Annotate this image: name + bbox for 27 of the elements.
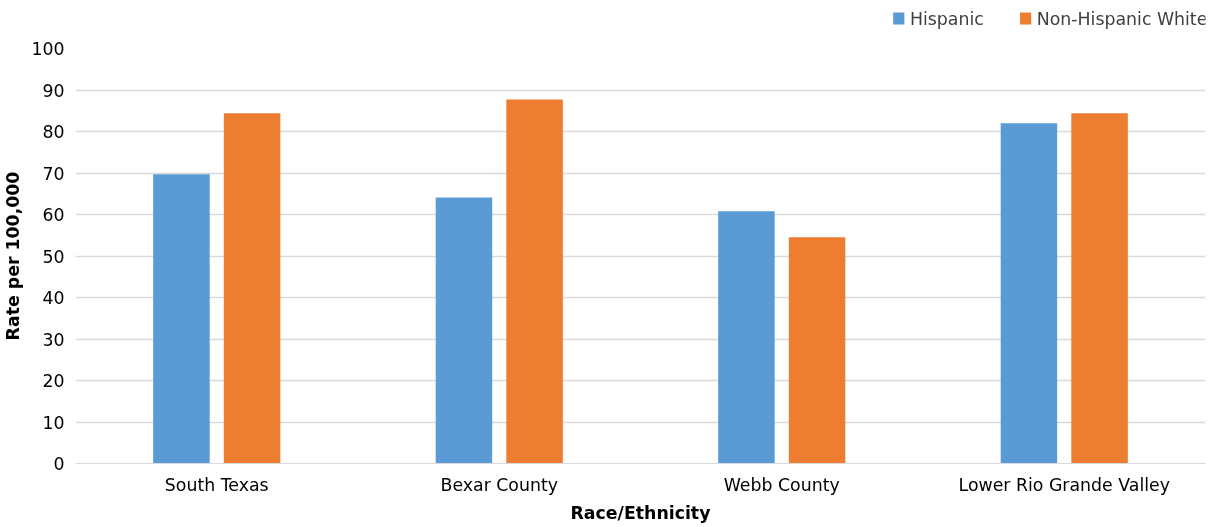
y-tick-label: 60: [42, 205, 65, 225]
legend-label: Hispanic: [909, 8, 984, 29]
bar: [506, 99, 563, 464]
bar: [153, 174, 210, 464]
y-axis-title: Rate per 100,000: [3, 171, 24, 341]
bar: [1071, 113, 1128, 464]
x-tick-label: Webb County: [723, 474, 840, 495]
y-tick-label: 30: [42, 329, 65, 350]
y-tick-label: 10: [42, 412, 65, 433]
bar: [223, 113, 281, 464]
bar: [788, 237, 846, 464]
bar: [718, 211, 775, 464]
bar: [1000, 123, 1058, 464]
x-tick-label: Bexar County: [440, 474, 558, 495]
y-tick-label: 80: [42, 122, 65, 142]
y-tick-label: 90: [42, 80, 65, 101]
y-tick-label: 40: [42, 288, 65, 308]
x-tick-label: Lower Rio Grande Valley: [958, 474, 1170, 495]
bar: [435, 197, 493, 464]
legend-label: Non-Hispanic White: [1036, 8, 1208, 29]
y-tick-label: 20: [42, 371, 65, 391]
x-tick-label: South Texas: [164, 474, 269, 495]
x-axis-title: Race/Ethnicity: [570, 502, 711, 523]
y-tick-label: 70: [42, 163, 65, 184]
y-tick-label: 100: [31, 39, 65, 59]
y-tick-label: 50: [42, 246, 65, 267]
y-tick-label: 0: [53, 454, 65, 474]
